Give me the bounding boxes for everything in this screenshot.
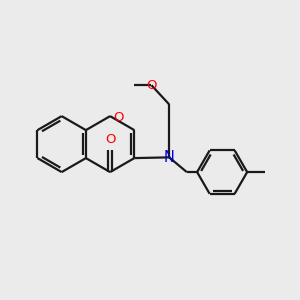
Text: O: O: [105, 133, 116, 146]
Text: O: O: [146, 79, 157, 92]
Text: O: O: [113, 111, 124, 124]
Text: N: N: [164, 150, 175, 165]
